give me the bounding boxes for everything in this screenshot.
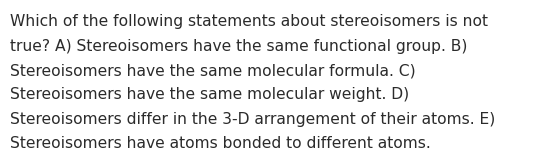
Text: Stereoisomers differ in the 3-D arrangement of their atoms. E): Stereoisomers differ in the 3-D arrangem… xyxy=(10,112,496,127)
Text: Stereoisomers have the same molecular weight. D): Stereoisomers have the same molecular we… xyxy=(10,88,409,103)
Text: Stereoisomers have atoms bonded to different atoms.: Stereoisomers have atoms bonded to diffe… xyxy=(10,136,431,151)
Text: true? A) Stereoisomers have the same functional group. B): true? A) Stereoisomers have the same fun… xyxy=(10,39,468,53)
Text: Stereoisomers have the same molecular formula. C): Stereoisomers have the same molecular fo… xyxy=(10,63,416,78)
Text: Which of the following statements about stereoisomers is not: Which of the following statements about … xyxy=(10,14,488,29)
